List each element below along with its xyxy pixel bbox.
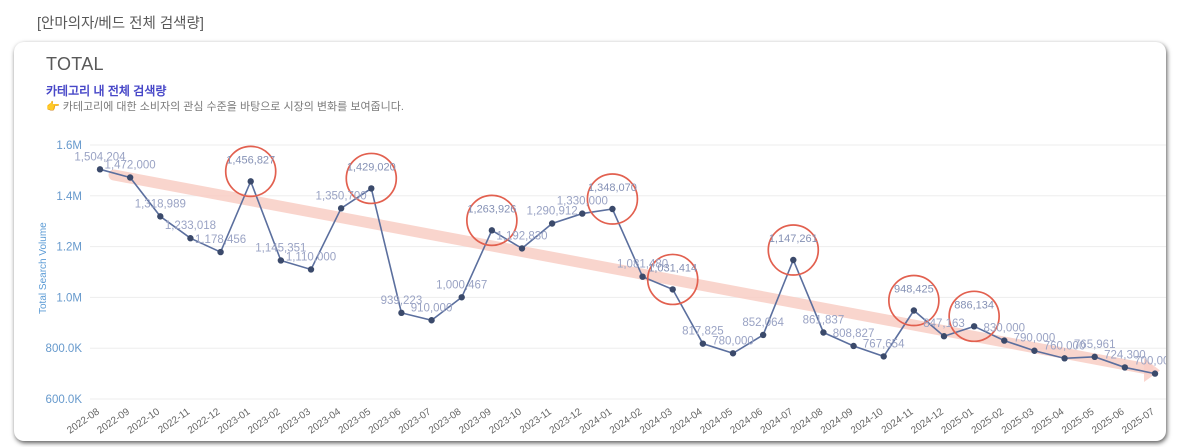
svg-text:2023-02: 2023-02 [246, 406, 283, 436]
svg-text:1,263,926: 1,263,926 [467, 203, 516, 215]
svg-text:2023-06: 2023-06 [367, 406, 404, 436]
svg-text:2024-03: 2024-03 [638, 406, 675, 436]
svg-text:1,348,070: 1,348,070 [588, 182, 637, 194]
svg-text:2023-08: 2023-08 [427, 406, 464, 436]
svg-text:1,031,414: 1,031,414 [648, 262, 697, 274]
svg-text:2025-05: 2025-05 [1060, 406, 1097, 436]
svg-text:2023-12: 2023-12 [548, 406, 585, 436]
svg-text:700,000: 700,000 [1134, 356, 1166, 368]
svg-text:2022-08: 2022-08 [65, 406, 102, 436]
svg-text:2023-10: 2023-10 [487, 406, 524, 436]
svg-text:1,350,700: 1,350,700 [316, 190, 367, 202]
svg-text:2024-04: 2024-04 [668, 406, 705, 436]
svg-text:1,330,000: 1,330,000 [557, 196, 608, 208]
svg-text:2023-09: 2023-09 [457, 406, 494, 436]
svg-text:948,425: 948,425 [894, 284, 934, 296]
svg-text:767,654: 767,654 [863, 338, 905, 350]
svg-text:886,134: 886,134 [954, 299, 994, 311]
svg-text:1,233,018: 1,233,018 [165, 220, 216, 232]
svg-text:2025-04: 2025-04 [1030, 406, 1067, 436]
svg-text:800.0K: 800.0K [46, 343, 83, 355]
svg-text:1,456,827: 1,456,827 [226, 154, 275, 166]
svg-text:1,110,000: 1,110,000 [286, 251, 336, 263]
svg-text:2024-12: 2024-12 [909, 406, 946, 436]
svg-text:1,429,020: 1,429,020 [347, 161, 396, 173]
svg-text:2025-06: 2025-06 [1090, 406, 1127, 436]
svg-text:2024-08: 2024-08 [789, 406, 826, 436]
svg-text:1,318,989: 1,318,989 [135, 198, 186, 210]
svg-text:1,472,000: 1,472,000 [105, 160, 156, 172]
svg-text:2025-01: 2025-01 [939, 406, 976, 436]
svg-text:2024-10: 2024-10 [849, 406, 886, 436]
svg-text:2024-02: 2024-02 [608, 406, 645, 436]
svg-text:2025-02: 2025-02 [970, 406, 1007, 436]
svg-text:2025-03: 2025-03 [1000, 406, 1037, 436]
svg-text:2023-03: 2023-03 [276, 406, 313, 436]
svg-text:2022-12: 2022-12 [186, 406, 223, 436]
svg-text:847,163: 847,163 [923, 318, 965, 330]
svg-text:2024-07: 2024-07 [759, 406, 796, 436]
svg-text:2024-09: 2024-09 [819, 406, 856, 436]
svg-text:2023-05: 2023-05 [337, 406, 374, 436]
svg-text:780,000: 780,000 [712, 335, 754, 347]
svg-text:2023-11: 2023-11 [518, 406, 554, 436]
svg-text:2023-07: 2023-07 [397, 406, 434, 436]
svg-text:861,837: 861,837 [803, 314, 845, 326]
svg-text:2024-01: 2024-01 [578, 406, 615, 436]
svg-text:1.2M: 1.2M [56, 242, 82, 254]
svg-text:2024-06: 2024-06 [728, 406, 765, 436]
svg-text:2023-01: 2023-01 [216, 406, 253, 436]
svg-text:2022-11: 2022-11 [156, 406, 192, 436]
svg-text:1.0M: 1.0M [56, 292, 82, 304]
svg-text:2024-11: 2024-11 [880, 406, 916, 436]
svg-text:1,000,467: 1,000,467 [436, 279, 487, 291]
svg-text:2025-07: 2025-07 [1120, 406, 1157, 436]
svg-text:852,064: 852,064 [742, 317, 784, 329]
svg-text:910,000: 910,000 [411, 302, 453, 314]
svg-text:2023-04: 2023-04 [306, 406, 343, 436]
svg-text:600.0K: 600.0K [46, 394, 83, 406]
svg-text:2024-05: 2024-05 [698, 406, 735, 436]
svg-text:2022-09: 2022-09 [95, 406, 132, 436]
svg-text:1.4M: 1.4M [56, 191, 82, 203]
svg-text:1,147,261: 1,147,261 [769, 233, 818, 245]
svg-text:2022-10: 2022-10 [126, 406, 163, 436]
svg-text:1,192,830: 1,192,830 [496, 230, 547, 242]
svg-text:1.6M: 1.6M [56, 140, 82, 152]
svg-text:1,178,456: 1,178,456 [195, 234, 246, 246]
